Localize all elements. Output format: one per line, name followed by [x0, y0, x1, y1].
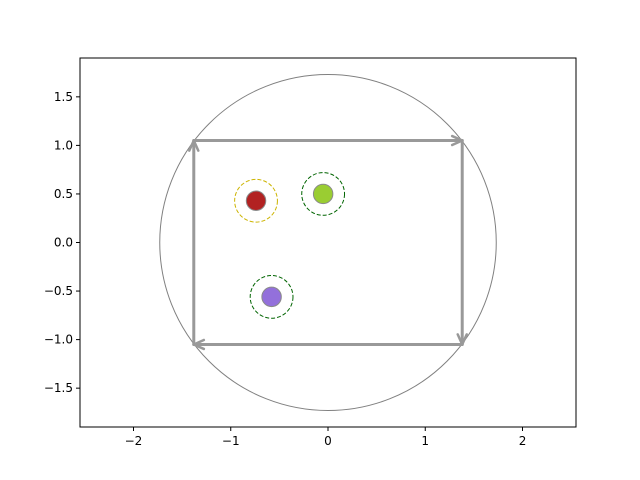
y-tick-label: −1.5: [44, 381, 73, 395]
point-marker: [312, 183, 334, 205]
chart-marks: [159, 74, 497, 411]
data-point-1: [234, 178, 278, 223]
y-tick-label: 0.0: [54, 236, 73, 250]
point-ring: [301, 172, 346, 216]
y-axis: −1.5 −1.0 −0.5 0.0 0.5 1.0 1.5: [44, 90, 80, 395]
point-marker: [261, 286, 282, 308]
data-point-3: [249, 275, 294, 319]
plot-area: [80, 58, 576, 427]
x-tick-label: −1: [222, 434, 240, 448]
point-ring: [234, 178, 278, 223]
point-marker: [245, 190, 267, 211]
y-tick-label: 0.5: [54, 187, 73, 201]
x-tick-label: 0: [324, 434, 332, 448]
y-tick-label: 1.0: [54, 138, 73, 152]
x-tick-label: 1: [421, 434, 429, 448]
x-tick-label: −2: [125, 434, 143, 448]
x-tick-label: 2: [519, 434, 527, 448]
data-point-2: [301, 172, 346, 216]
y-tick-label: 1.5: [54, 90, 73, 104]
x-axis: −2 −1 0 1 2: [125, 427, 527, 448]
y-tick-label: −0.5: [44, 284, 73, 298]
point-ring: [249, 275, 294, 319]
boundary-circle: [159, 74, 497, 411]
path-arrow-4: [192, 338, 464, 351]
y-tick-label: −1.0: [44, 333, 73, 347]
